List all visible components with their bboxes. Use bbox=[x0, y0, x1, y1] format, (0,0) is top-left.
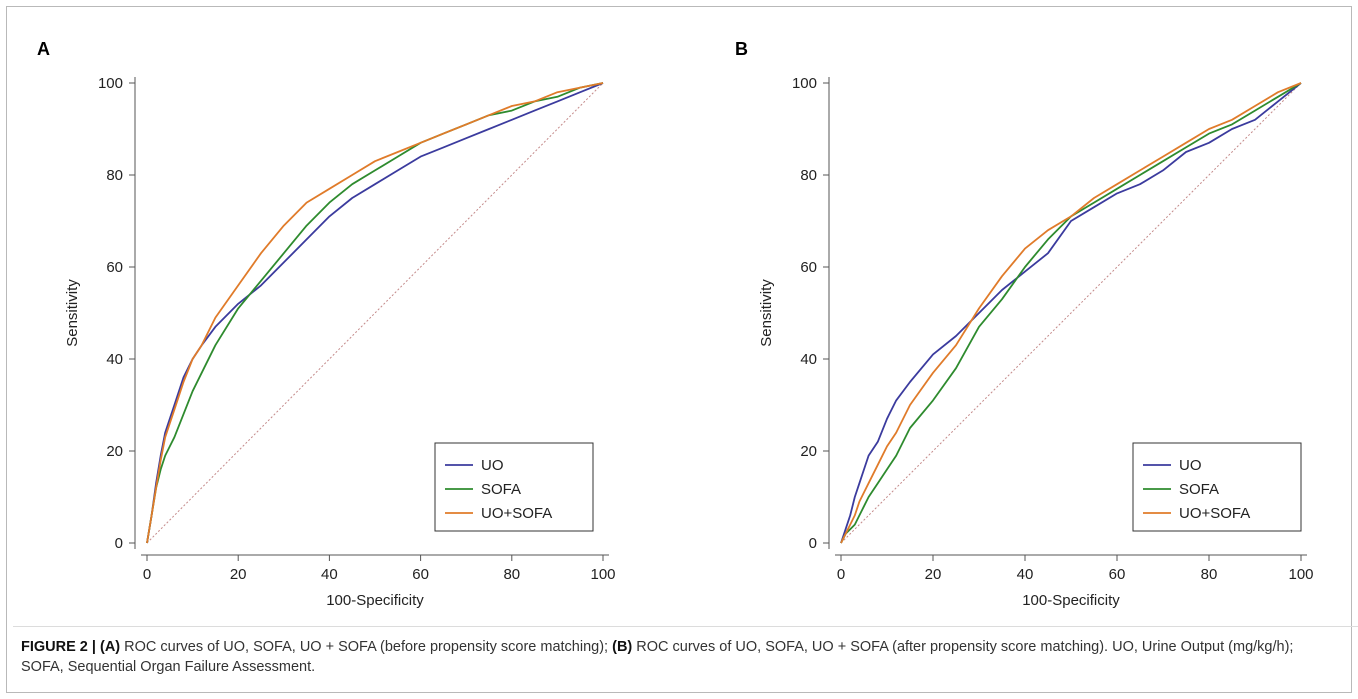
y-axis-label: Sensitivity bbox=[64, 279, 81, 347]
caption-panel-ref: (A) bbox=[100, 639, 121, 655]
x-tick-label: 0 bbox=[143, 566, 151, 583]
caption-text: ROC curves of UO, SOFA, UO + SOFA (after… bbox=[21, 639, 1294, 675]
legend-box bbox=[434, 442, 594, 532]
x-axis-label: 100-Specificity bbox=[326, 592, 424, 609]
x-tick-label: 20 bbox=[230, 566, 247, 583]
series-line-uo bbox=[840, 82, 1302, 544]
x-tick-label: 40 bbox=[1017, 566, 1034, 583]
legend-entry: UO bbox=[481, 457, 504, 474]
y-tick-label: 40 bbox=[106, 351, 123, 368]
panel-a: A 0 20 40 60 80 100 0 20 40 60 80 100 100-Specificity… bbox=[37, 39, 616, 609]
y-tick-label: 60 bbox=[800, 259, 817, 276]
series-line-uo-sofa bbox=[146, 82, 604, 544]
series-line-uo bbox=[146, 82, 604, 544]
panel-letter: A bbox=[37, 39, 50, 59]
caption-text: ROC curves of UO, SOFA, UO + SOFA (befor… bbox=[120, 639, 613, 655]
x-tick-label: 40 bbox=[321, 566, 338, 583]
series-line-sofa bbox=[840, 82, 1302, 544]
legend-entry: UO+SOFA bbox=[1179, 505, 1250, 522]
figure-caption: FIGURE 2 | (A) ROC curves of UO, SOFA, U… bbox=[21, 637, 1339, 677]
x-tick-label: 20 bbox=[925, 566, 942, 583]
series-line-uo-sofa bbox=[840, 82, 1302, 544]
y-tick-label: 80 bbox=[106, 167, 123, 184]
panel-b: B 0 20 40 60 80 100 0 20 40 60 80 100 100-Specificity… bbox=[735, 39, 1314, 609]
y-tick-label: 0 bbox=[809, 535, 817, 552]
y-tick-label: 0 bbox=[115, 535, 123, 552]
x-tick-label: 0 bbox=[837, 566, 845, 583]
figure-frame: A 0 20 40 60 80 100 0 20 40 60 80 100 100-Specificity… bbox=[6, 6, 1358, 693]
x-tick-label: 100 bbox=[1288, 566, 1313, 583]
y-tick-label: 20 bbox=[800, 443, 817, 460]
x-tick-label: 60 bbox=[1109, 566, 1126, 583]
reference-diagonal bbox=[840, 82, 1302, 544]
figure-label: FIGURE 2 | bbox=[21, 639, 96, 655]
legend-entry: SOFA bbox=[481, 481, 521, 498]
panel-letter: B bbox=[735, 39, 748, 59]
legend-entry: UO bbox=[1179, 457, 1202, 474]
y-tick-label: 60 bbox=[106, 259, 123, 276]
legend-entry: SOFA bbox=[1179, 481, 1219, 498]
y-tick-label: 40 bbox=[800, 351, 817, 368]
y-tick-label: 100 bbox=[98, 75, 123, 92]
y-axis-label: Sensitivity bbox=[758, 279, 775, 347]
legend-entry: UO+SOFA bbox=[481, 505, 552, 522]
y-tick-label: 100 bbox=[792, 75, 817, 92]
y-tick-label: 20 bbox=[106, 443, 123, 460]
x-tick-label: 60 bbox=[412, 566, 429, 583]
series-line-sofa bbox=[146, 82, 604, 544]
caption-body: (A) ROC curves of UO, SOFA, UO + SOFA (b… bbox=[21, 639, 1293, 675]
legend-box bbox=[1132, 442, 1302, 532]
y-tick-label: 80 bbox=[800, 167, 817, 184]
caption-divider bbox=[13, 626, 1358, 627]
caption-panel-ref: (B) bbox=[612, 639, 633, 655]
x-tick-label: 80 bbox=[503, 566, 520, 583]
x-tick-label: 80 bbox=[1201, 566, 1218, 583]
x-tick-label: 100 bbox=[590, 566, 615, 583]
x-axis-label: 100-Specificity bbox=[1022, 592, 1120, 609]
charts-canvas: A 0 20 40 60 80 100 0 20 40 60 80 100 100-Specificity… bbox=[37, 39, 1314, 609]
